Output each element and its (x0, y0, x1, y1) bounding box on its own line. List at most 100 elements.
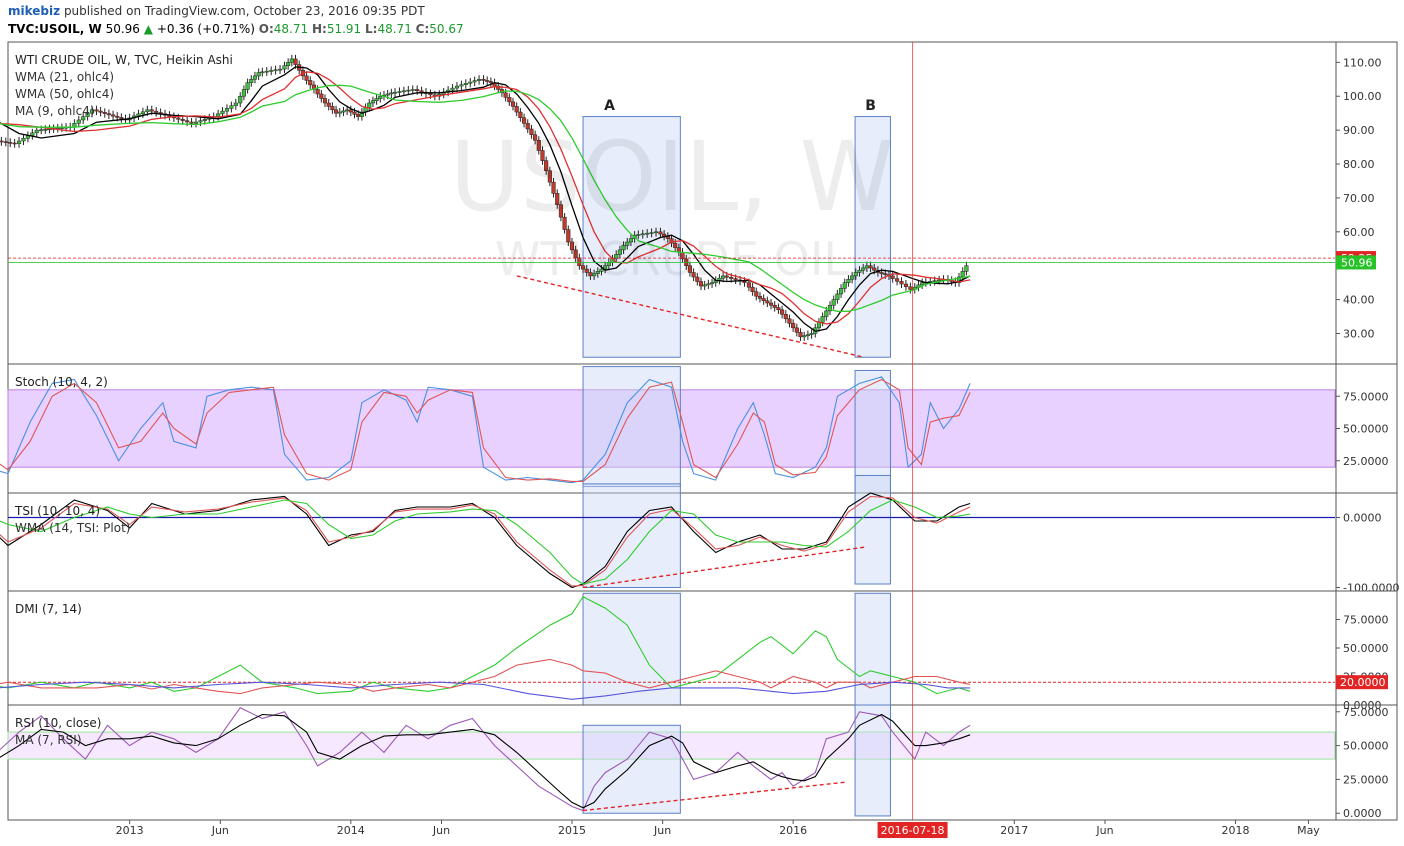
candle (791, 323, 796, 329)
x-tick-label: Jun (653, 824, 671, 837)
publish-info: published on TradingView.com, October 23… (63, 4, 425, 18)
candle (599, 268, 604, 272)
candle (772, 304, 777, 308)
pane-title: RSI (10, close) (15, 716, 101, 730)
candle (269, 70, 274, 72)
author-link[interactable]: mikebiz (8, 4, 61, 18)
candle (345, 109, 350, 112)
candle (315, 89, 320, 95)
y-tick-label: 0.0000 (1343, 512, 1382, 525)
candle (645, 232, 650, 235)
candle (724, 275, 729, 278)
chart-header: mikebiz published on TradingView.com, Oc… (0, 0, 1404, 40)
candle (831, 299, 836, 306)
symbol-label[interactable]: TVC:USOIL, W (8, 22, 102, 36)
pane-title: TSI (10, 10, 4) (14, 504, 100, 518)
candle (525, 123, 530, 130)
candle (536, 140, 541, 151)
candle (702, 284, 707, 287)
highlight-box (582, 592, 681, 706)
low-value: 48.71 (377, 22, 412, 36)
candle (485, 80, 490, 82)
pane-legend: WMA (14, TSI: Plot) (15, 521, 130, 535)
candle (709, 282, 715, 285)
y-tick-label: 75.0000 (1343, 390, 1389, 403)
candle (85, 112, 90, 117)
candle (477, 79, 482, 81)
candle (202, 119, 207, 121)
candle (617, 249, 622, 255)
candle (824, 310, 829, 317)
candle (883, 273, 888, 275)
last-price: 50.96 (105, 22, 140, 36)
candle (868, 265, 873, 269)
candle (352, 111, 357, 115)
x-tick-label: 2018 (1221, 824, 1249, 837)
candle (544, 160, 549, 172)
candle (149, 109, 154, 112)
candle (614, 254, 619, 260)
candle (960, 271, 965, 278)
candle (649, 232, 654, 234)
pane-0: 110.00100.0090.0080.0070.0060.0050.0040.… (0, 53, 1382, 358)
pane-legend: WMA (21, ohlc4) (15, 70, 114, 84)
candle (562, 216, 567, 230)
candle (21, 138, 26, 142)
candle (895, 278, 900, 282)
series-line-1 (0, 658, 971, 695)
candle (827, 304, 833, 312)
candle (319, 93, 324, 99)
candle (658, 231, 663, 235)
candle (890, 275, 895, 279)
candle (378, 95, 383, 99)
candle (337, 111, 342, 114)
wma50-line (0, 84, 971, 312)
close-value: 50.67 (429, 22, 464, 36)
candle (899, 281, 904, 285)
candle (802, 335, 807, 338)
candle (233, 102, 238, 106)
candle (566, 229, 571, 243)
candle (193, 121, 199, 124)
candle (514, 106, 519, 113)
candle (406, 89, 411, 92)
candle (260, 71, 265, 74)
candle (322, 98, 328, 104)
candle (304, 75, 309, 81)
candle (468, 81, 473, 84)
y-tick-label: 75.0000 (1343, 706, 1389, 719)
candle (783, 314, 788, 320)
series-line-2 (0, 681, 971, 700)
candle (932, 280, 937, 282)
y-tick-label: 50.0000 (1343, 642, 1389, 655)
candle (389, 92, 394, 95)
pane-2: 0.0000 -100.0000 TSI (10, 10, 4) WMA (14, T… (0, 475, 1399, 595)
candle (558, 204, 563, 218)
candle (569, 241, 575, 251)
series-line-1 (0, 378, 971, 482)
candle (94, 109, 99, 112)
candle (401, 90, 406, 93)
candle (757, 295, 763, 299)
series-line-1 (0, 495, 971, 587)
x-tick-label: 2014 (337, 824, 365, 837)
candle (43, 129, 48, 131)
candle (370, 100, 375, 104)
candle (216, 113, 221, 117)
publish-line: mikebiz published on TradingView.com, Oc… (8, 4, 425, 18)
candle (768, 302, 774, 306)
candle (669, 238, 674, 244)
candle (140, 111, 145, 115)
candle (463, 83, 468, 85)
candle (367, 102, 372, 108)
candle (805, 334, 810, 337)
candle (392, 91, 398, 94)
price-badge (1336, 255, 1376, 270)
change-arrow-icon: ▲ (143, 22, 153, 36)
candle (428, 93, 433, 96)
high-value: 51.91 (326, 22, 362, 36)
candle (691, 272, 696, 278)
pane-title: WTI CRUDE OIL, W, TVC, Heikin Ashi (15, 53, 233, 67)
